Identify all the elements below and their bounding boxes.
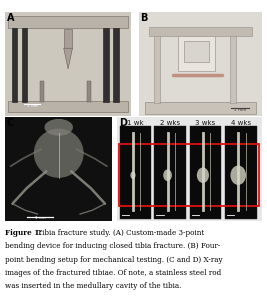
FancyBboxPatch shape [225, 126, 257, 219]
Ellipse shape [230, 166, 246, 185]
FancyBboxPatch shape [22, 28, 27, 102]
Text: 2 wks: 2 wks [160, 120, 180, 126]
Text: 1 wk: 1 wk [127, 120, 144, 126]
FancyBboxPatch shape [190, 126, 221, 219]
Text: bending device for inducing closed tibia fracture. (B) Four-: bending device for inducing closed tibia… [5, 242, 221, 250]
FancyBboxPatch shape [103, 28, 109, 102]
Text: point bending setup for mechanical testing. (C and D) X-ray: point bending setup for mechanical testi… [5, 256, 223, 264]
Text: 1 cm: 1 cm [27, 104, 38, 108]
Ellipse shape [45, 119, 73, 136]
Polygon shape [64, 48, 72, 69]
FancyBboxPatch shape [87, 81, 91, 102]
Text: images of the fractured tibiae. Of note, a stainless steel rod: images of the fractured tibiae. Of note,… [5, 269, 222, 277]
Text: 1 cm: 1 cm [35, 216, 45, 220]
Text: Tibia fracture study. (A) Custom-made 3-point: Tibia fracture study. (A) Custom-made 3-… [35, 229, 204, 237]
Text: was inserted in the medullary cavity of the tibia.: was inserted in the medullary cavity of … [5, 282, 182, 290]
FancyBboxPatch shape [41, 81, 44, 102]
Text: B: B [140, 13, 147, 23]
FancyBboxPatch shape [230, 34, 236, 103]
FancyBboxPatch shape [149, 27, 252, 36]
Bar [119, 144, 260, 206]
Text: C: C [6, 118, 14, 128]
FancyBboxPatch shape [12, 28, 17, 102]
Text: 3 wks: 3 wks [195, 120, 215, 126]
FancyBboxPatch shape [184, 41, 209, 62]
FancyBboxPatch shape [8, 16, 128, 28]
FancyBboxPatch shape [145, 102, 256, 114]
FancyBboxPatch shape [8, 101, 128, 112]
Text: D: D [119, 118, 127, 128]
Ellipse shape [34, 129, 84, 178]
FancyBboxPatch shape [120, 126, 151, 219]
Ellipse shape [163, 169, 172, 181]
Text: 2 mm: 2 mm [234, 108, 246, 112]
Ellipse shape [197, 167, 209, 183]
FancyBboxPatch shape [64, 29, 72, 48]
Ellipse shape [130, 171, 136, 179]
FancyBboxPatch shape [154, 34, 160, 103]
FancyBboxPatch shape [154, 126, 186, 219]
Text: Figure 1:: Figure 1: [5, 229, 42, 237]
FancyBboxPatch shape [113, 28, 119, 102]
Text: 4 wks: 4 wks [231, 120, 251, 126]
FancyBboxPatch shape [178, 36, 215, 70]
Text: A: A [7, 13, 14, 23]
